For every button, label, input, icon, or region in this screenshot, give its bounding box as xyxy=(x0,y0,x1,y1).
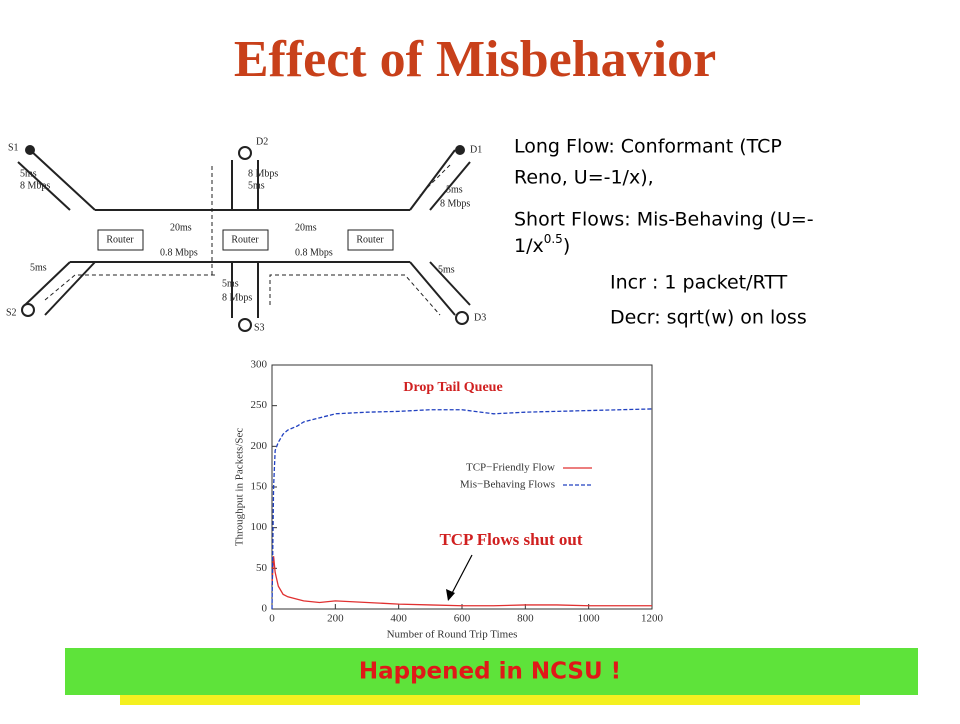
chart: 0 50 100 150 200 250 300 0 200 400 600 800 1000 1200 N… xyxy=(234,359,664,641)
series-line xyxy=(271,556,652,607)
node-label: D1 xyxy=(470,144,482,155)
router-label: Router xyxy=(106,234,134,245)
link-label: 8 Mbps xyxy=(248,168,278,179)
note-line: Decr: sqrt(w) on loss xyxy=(610,307,807,329)
banner-text: Happened in NCSU ! xyxy=(359,659,621,685)
x-axis-label: Number of Round Trip Times xyxy=(387,629,518,641)
link-label: 20ms xyxy=(295,222,317,233)
network-diagram xyxy=(17,145,471,332)
link-label: 8 Mbps xyxy=(440,198,470,209)
node-label: S2 xyxy=(6,307,17,318)
slide-title: Effect of Misbehavior xyxy=(234,31,716,88)
node-label: S3 xyxy=(254,322,265,333)
link xyxy=(44,261,96,316)
router-box xyxy=(97,229,144,251)
x-tick-label: 400 xyxy=(390,613,407,625)
node-label: S1 xyxy=(8,142,19,153)
link-label: 0.8 Mbps xyxy=(160,247,198,258)
series-line xyxy=(271,408,653,610)
plot-frame xyxy=(271,364,653,610)
router-box xyxy=(222,229,269,251)
y-tick-label: 0 xyxy=(262,603,268,615)
note-text: ) xyxy=(563,235,570,257)
node xyxy=(238,318,252,332)
note-text: 1/x xyxy=(514,235,544,257)
link-label: 8 Mbps xyxy=(222,292,252,303)
link xyxy=(29,149,96,211)
node xyxy=(25,145,35,155)
y-tick-label: 300 xyxy=(251,359,268,371)
diagram-labels: S1 D2 D1 S2 S3 D3 5ms 8 Mbps 8 Mbps 5ms … xyxy=(6,136,486,333)
x-tick-label: 200 xyxy=(327,613,344,625)
note-line: 1/x0.5) xyxy=(514,232,570,257)
x-tick-label: 1000 xyxy=(578,613,601,625)
x-tick-label: 800 xyxy=(517,613,534,625)
flow-arrow xyxy=(269,274,441,316)
link-label: 0.8 Mbps xyxy=(295,247,333,258)
link-label: 5ms xyxy=(30,262,47,273)
node xyxy=(455,145,465,155)
y-tick-label: 250 xyxy=(251,399,268,411)
node xyxy=(21,303,35,317)
link xyxy=(24,261,71,306)
annotation-arrow xyxy=(449,554,473,598)
y-tick-label: 100 xyxy=(251,521,268,533)
y-tick-label: 50 xyxy=(256,562,268,574)
y-tick-label: 150 xyxy=(251,481,268,493)
router-label: Router xyxy=(356,234,384,245)
link xyxy=(429,161,471,211)
link-label: 5ms xyxy=(20,168,37,179)
flow-arrow xyxy=(419,164,451,196)
node-label: D2 xyxy=(256,136,268,147)
node xyxy=(455,311,469,325)
note-line: Reno, U=-1/x), xyxy=(514,167,654,189)
router-label: Router xyxy=(231,234,259,245)
link-label: 5ms xyxy=(438,264,455,275)
legend-label: TCP−Friendly Flow xyxy=(466,462,555,474)
router-box xyxy=(347,229,394,251)
green-banner xyxy=(65,648,918,695)
annotation: TCP Flows shut out xyxy=(439,530,582,549)
note-line: Short Flows: Mis-Behaving (U=- xyxy=(514,209,814,231)
node-label: D3 xyxy=(474,312,486,323)
node xyxy=(238,146,252,160)
link-label: 5ms xyxy=(446,184,463,195)
link xyxy=(429,261,471,306)
link-label: 8 Mbps xyxy=(20,180,50,191)
superscript: 0.5 xyxy=(544,232,563,246)
legend-label: Mis−Behaving Flows xyxy=(460,479,555,491)
link xyxy=(409,261,456,316)
annotation-bg xyxy=(408,528,613,552)
note-line: Incr : 1 packet/RTT xyxy=(610,272,788,294)
link-label: 20ms xyxy=(170,222,192,233)
notes: Long Flow: Conformant (TCP Reno, U=-1/x)… xyxy=(514,136,814,329)
link xyxy=(409,149,456,211)
arrow-head xyxy=(446,589,455,601)
link-label: 5ms xyxy=(248,180,265,191)
x-tick-label: 600 xyxy=(454,613,471,625)
x-tick-label: 1200 xyxy=(641,613,664,625)
y-tick-label: 200 xyxy=(251,440,268,452)
link-label: 5ms xyxy=(222,278,239,289)
y-axis-label: Throughput in Packets/Sec xyxy=(234,428,246,547)
note-line: Long Flow: Conformant (TCP xyxy=(514,136,782,158)
x-tick-label: 0 xyxy=(269,613,275,625)
link xyxy=(17,161,71,211)
chart-title: Drop Tail Queue xyxy=(403,380,502,395)
